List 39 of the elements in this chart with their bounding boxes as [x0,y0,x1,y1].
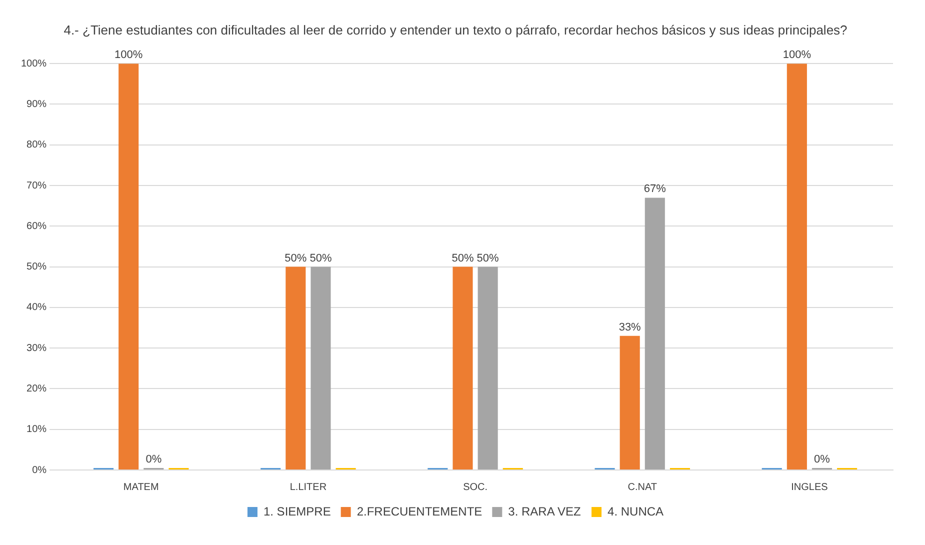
data-label: 50% [476,252,500,264]
y-tick-label: 80% [26,140,47,151]
legend-label: 2.FRECUENTEMENTE [356,504,482,518]
bar [786,64,807,470]
bar [478,266,498,470]
y-tick-label: 70% [26,180,47,192]
bar [310,266,331,470]
data-label: 100% [782,49,812,62]
y-tick-label: 10% [26,424,47,436]
bar [620,336,640,470]
x-tick-label: C.NAT [628,482,658,493]
x-tick-label: MATEM [123,482,159,493]
y-tick-label: 90% [26,98,47,110]
legend-label: 3. RARA VEZ [508,504,581,518]
bar [118,64,139,470]
y-tick-label: 0% [32,464,47,476]
data-label: 50% [452,252,474,264]
bar [644,198,665,470]
data-label: 50% [284,252,307,264]
x-tick-label: INGLES [791,482,828,493]
data-label: 50% [310,252,332,264]
data-label: 100% [114,49,143,62]
y-tick-label: 100% [21,58,47,70]
data-label: 33% [618,321,642,334]
y-tick-label: 30% [26,342,47,354]
x-tick-label: L.LITER [290,482,327,493]
bar [452,266,473,470]
data-label: 0% [146,454,162,466]
y-tick-label: 50% [26,262,47,273]
y-tick-label: 20% [26,383,47,394]
data-label: 0% [814,454,830,466]
legend-label: 4. NUNCA [608,504,664,518]
y-tick-label: 60% [26,220,47,232]
legend-label: 1. SIEMPRE [263,504,331,518]
bar [286,266,306,470]
x-tick-label: SOC. [463,482,488,493]
y-tick-label: 40% [26,302,47,314]
chart-title: 4.- ¿Tiene estudiantes con dificultades al leer de corrido y entender un texto o párrafo, recordar hechos básicos y sus ideas principales? [64,22,848,38]
data-label: 67% [644,183,666,196]
